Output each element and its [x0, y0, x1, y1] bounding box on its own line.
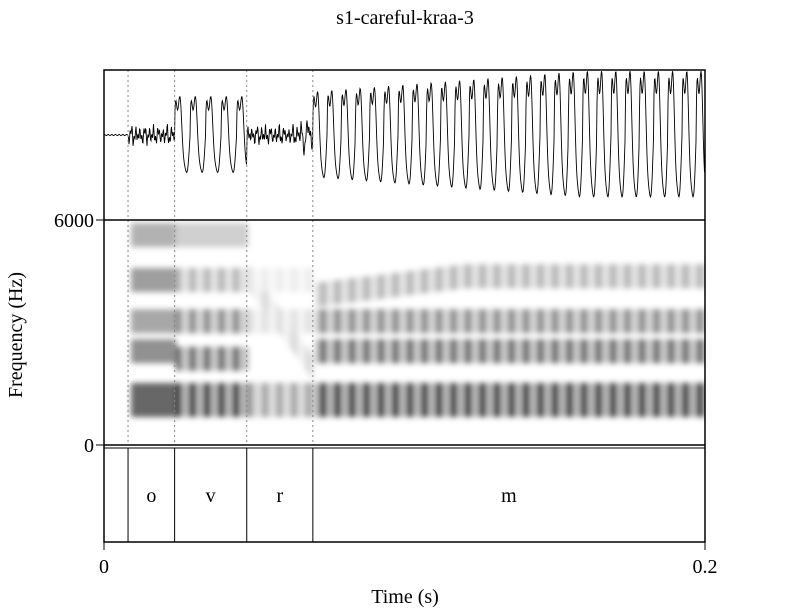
chart-title: s1-careful-kraa-3 [336, 7, 474, 29]
segment-label: m [501, 485, 517, 507]
x-tick-label-right: 0.2 [693, 556, 718, 578]
segment-label: r [276, 485, 283, 507]
x-tick-label-left: 0 [99, 556, 109, 578]
waveform-panel [104, 70, 705, 220]
segment-label: o [146, 485, 156, 507]
x-axis-label: Time (s) [371, 586, 439, 608]
y-tick-label-bottom: 0 [84, 435, 94, 457]
segment-boundaries [127, 70, 314, 542]
spectrogram-panel [104, 220, 705, 445]
y-tick-label-top: 6000 [54, 210, 94, 232]
plot-frame [103, 69, 706, 543]
waveform-trace [104, 71, 705, 199]
segment-label: v [206, 485, 216, 507]
y-axis-label: Frequency (Hz) [5, 272, 27, 398]
